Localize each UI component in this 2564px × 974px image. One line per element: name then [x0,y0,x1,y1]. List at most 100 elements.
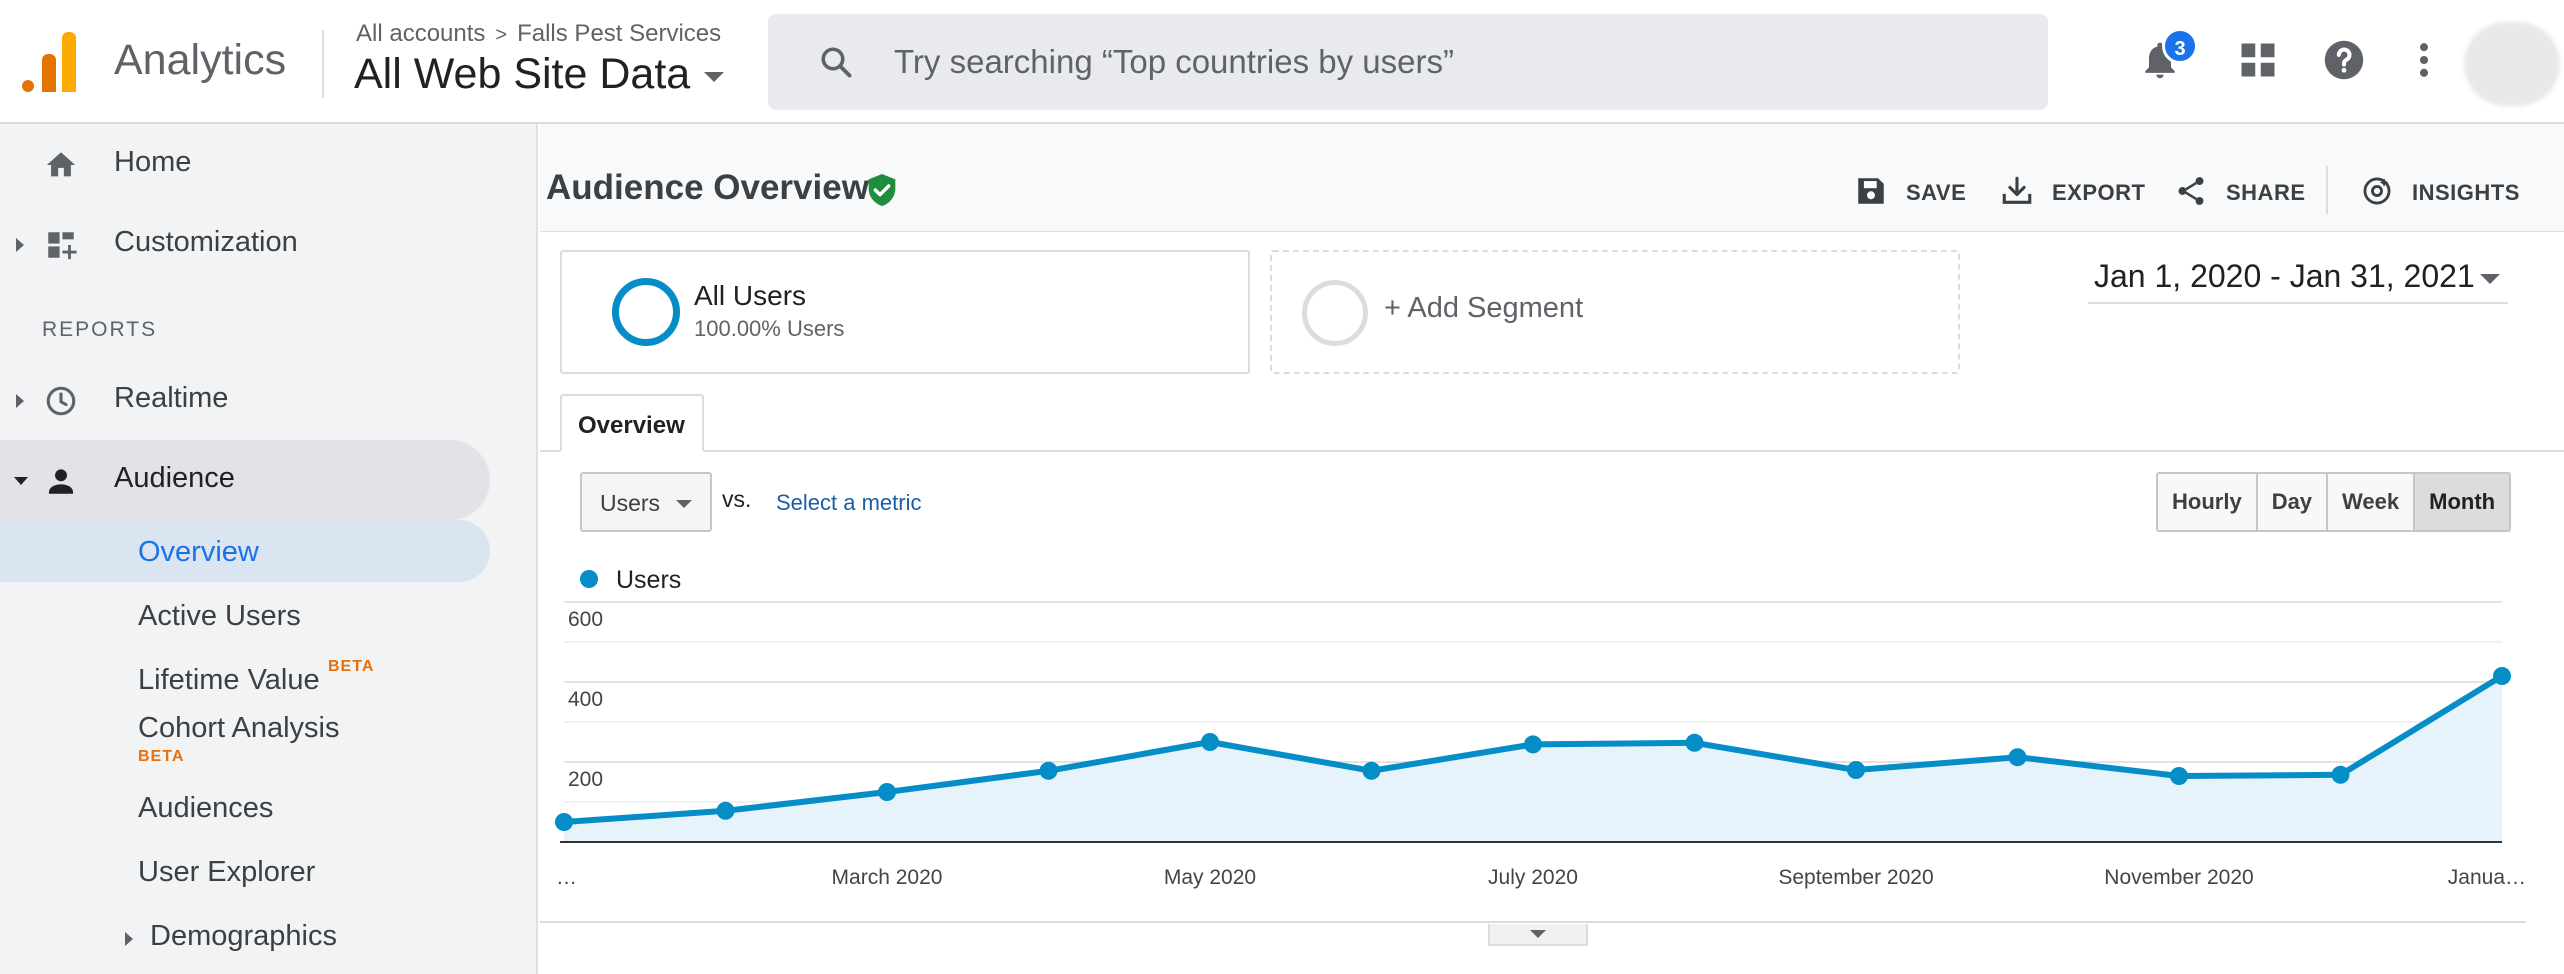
series-area [564,676,2502,842]
vs-label: vs. [722,486,752,512]
granularity-month-button[interactable]: Month [2415,474,2510,530]
add-segment-label: + Add Segment [1384,292,1584,324]
expand-arrow-icon[interactable] [125,932,133,946]
select-metric-link[interactable]: Select a metric [776,490,922,515]
collapse-arrow-icon[interactable] [14,477,28,485]
insights-icon [2363,177,2391,205]
segment-all-users[interactable]: All Users 100.00% Users [560,250,1250,374]
granularity-hourly-button[interactable]: Hourly [2158,474,2258,530]
legend-marker [580,570,598,588]
x-tick-label: March 2020 [832,866,943,889]
view-name: All Web Site Data [354,50,691,98]
sidebar-item-label: Cohort Analysis [138,712,340,744]
insights-button[interactable]: INSIGHTS [2360,174,2560,210]
data-point[interactable] [1201,733,1219,751]
chevron-down-icon [704,71,725,82]
sidebar-item-customization[interactable]: Customization [0,204,490,284]
x-tick-label: July 2020 [1488,866,1578,889]
data-point[interactable] [878,783,896,801]
granularity-day-button[interactable]: Day [2257,474,2329,530]
sidebar-item-lifetime-value[interactable]: Lifetime Value BETA [0,648,490,710]
export-button[interactable]: EXPORT [2000,174,2150,210]
dashboard-icon [48,232,77,260]
sidebar-item-audience[interactable]: Audience [0,440,490,520]
main-content: Audience Overview SAVE EXPORT SHARE [540,124,2564,974]
y-tick-label: 600 [568,608,603,631]
beta-badge: BETA [328,658,375,675]
date-range-value: Jan 1, 2020 - Jan 31, 2021 [2094,258,2475,294]
avatar[interactable] [2464,22,2560,106]
x-tick-label: Janua… [2448,866,2526,889]
sidebar-item-cohort-analysis[interactable]: Cohort Analysis BETA [0,700,490,770]
users-chart[interactable]: 600 400 200 … March 2020 May 2020 July 2020 Sep… [540,594,2564,924]
sidebar-item-demographics[interactable]: Demographics [0,904,490,966]
add-segment-button[interactable]: + Add Segment [1270,250,1960,374]
data-point[interactable] [1039,761,1058,780]
sidebar-item-label: Demographics [150,920,337,952]
reports-section-label: REPORTS [42,318,158,341]
sidebar-item-home[interactable]: Home [0,124,490,204]
x-tick-label: November 2020 [2104,866,2253,889]
more-vert-icon[interactable] [2402,38,2446,82]
top-bar: Analytics All accounts > Falls Pest Servic… [0,0,2564,124]
actions-divider [2326,166,2328,214]
segment-detail: 100.00% Users [694,316,845,341]
expand-arrow-icon[interactable] [16,238,24,252]
app-name: Analytics [114,36,287,84]
help-icon[interactable] [2322,38,2366,82]
data-point[interactable] [2493,667,2511,685]
segment-name: All Users [694,280,807,311]
person-icon [48,469,74,494]
share-button[interactable]: SHARE [2174,174,2314,210]
save-label: SAVE [1906,180,1967,205]
breadcrumb[interactable]: All accounts > Falls Pest Services [356,20,721,48]
verified-shield-icon [868,174,896,206]
chart-collapse-handle[interactable] [1488,924,1588,946]
breadcrumb-account[interactable]: All accounts [356,20,486,47]
tab-overview[interactable]: Overview [560,394,704,452]
data-point[interactable] [1847,761,1865,779]
sidebar-item-user-explorer[interactable]: User Explorer [0,840,490,902]
view-selector[interactable]: All Web Site Data [354,50,725,99]
apps-grid-icon[interactable] [2236,38,2280,82]
search-bar[interactable] [768,14,2048,110]
save-button[interactable]: SAVE [1854,174,1974,210]
data-point[interactable] [2331,765,2350,784]
analytics-logo[interactable] [22,32,78,92]
segment-placeholder-icon [1302,280,1368,346]
sidebar-item-realtime[interactable]: Realtime [0,360,490,440]
data-point[interactable] [1362,761,1381,780]
data-point[interactable] [2008,748,2027,767]
y-tick-label: 200 [568,768,603,791]
chevron-down-icon [2480,274,2500,284]
granularity-week-button[interactable]: Week [2328,474,2416,530]
metric-dropdown[interactable]: Users [580,472,712,532]
tab-divider [540,450,2564,452]
data-point[interactable] [555,813,573,831]
breadcrumb-separator: > [495,24,508,46]
expand-arrow-icon[interactable] [16,394,24,408]
legend-label: Users [616,566,682,594]
beta-badge: BETA [138,748,185,765]
segment-ring-icon [612,278,680,346]
sidebar-item-overview[interactable]: Overview [0,520,490,582]
sidebar-item-active-users[interactable]: Active Users [0,584,490,646]
breadcrumb-property[interactable]: Falls Pest Services [517,20,722,47]
data-point[interactable] [716,801,735,820]
sidebar-item-label: Lifetime Value [138,664,320,696]
sidebar-item-audiences[interactable]: Audiences [0,776,490,838]
x-tick-label: May 2020 [1164,866,1256,889]
granularity-toggle: Hourly Day Week Month [2156,472,2512,532]
home-icon [46,152,76,177]
data-point[interactable] [2170,767,2188,785]
data-point[interactable] [1685,733,1704,752]
sidebar-item-label: User Explorer [138,856,316,888]
search-input[interactable] [894,36,1994,88]
insights-label: INSIGHTS [2412,180,2520,205]
sidebar: Home Customization REPORTS Realtime Audi… [0,124,538,974]
share-icon [2178,177,2204,205]
page-header: Audience Overview SAVE EXPORT SHARE [540,124,2564,232]
page-title: Audience Overview [546,168,869,207]
date-range-picker[interactable]: Jan 1, 2020 - Jan 31, 2021 [2088,252,2508,304]
data-point[interactable] [1524,735,1542,754]
